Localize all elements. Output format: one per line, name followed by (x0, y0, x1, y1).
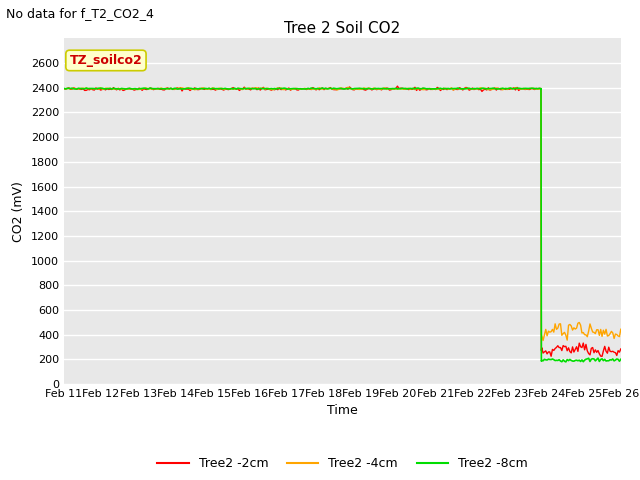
Y-axis label: CO2 (mV): CO2 (mV) (12, 181, 26, 241)
Title: Tree 2 Soil CO2: Tree 2 Soil CO2 (284, 21, 401, 36)
Text: TZ_soilco2: TZ_soilco2 (70, 54, 142, 67)
Legend: Tree2 -2cm, Tree2 -4cm, Tree2 -8cm: Tree2 -2cm, Tree2 -4cm, Tree2 -8cm (152, 453, 532, 476)
Text: No data for f_T2_CO2_4: No data for f_T2_CO2_4 (6, 7, 154, 20)
X-axis label: Time: Time (327, 405, 358, 418)
